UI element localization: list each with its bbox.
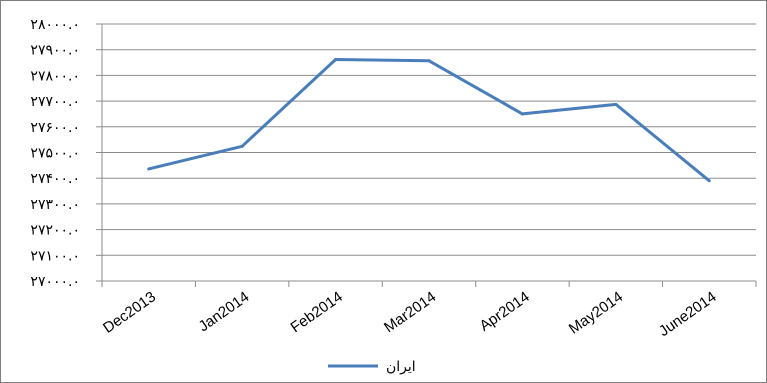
x-tick-label: Jan2014: [196, 288, 253, 335]
data-point: [334, 57, 338, 61]
legend: ایران: [328, 359, 416, 375]
legend-label: ایران: [386, 359, 416, 375]
x-tick-label: June2014: [656, 288, 720, 340]
x-tick-label: Mar2014: [381, 288, 439, 336]
y-tick-label: ۲۷۹۰۰.۰: [30, 43, 80, 59]
x-tick-label: May2014: [566, 288, 626, 337]
y-tick-label: ۲۷۵۰۰.۰: [30, 146, 80, 162]
data-point: [520, 112, 524, 116]
y-tick-label: ۲۸۰۰۰.۰: [30, 17, 80, 33]
data-point: [707, 179, 711, 183]
series-line: [148, 58, 711, 182]
series-lines: [147, 57, 711, 183]
x-axis-tick-labels: Dec2013 Jan2014 Feb2014 Mar2014 Apr2014 May20…: [100, 288, 720, 340]
data-point: [240, 144, 244, 148]
data-point: [427, 59, 431, 63]
y-tick-label: ۲۷۳۰۰.۰: [30, 197, 80, 213]
data-point: [147, 167, 151, 171]
y-tick-label: ۲۷۸۰۰.۰: [30, 68, 80, 84]
y-tick-label: ۲۷۱۰۰.۰: [30, 248, 80, 264]
y-tick-label: ۲۷۶۰۰.۰: [30, 120, 80, 136]
axes: [96, 23, 757, 287]
x-tick-label: Feb2014: [288, 288, 346, 336]
y-axis-tick-labels: ۲۷۰۰۰.۰ ۲۷۱۰۰.۰ ۲۷۲۰۰.۰ ۲۷۳۰۰.۰ ۲۷۴۰۰.۰ ۲۷۵۰۰…: [30, 17, 80, 290]
x-tick-label: Apr2014: [477, 288, 533, 334]
y-tick-label: ۲۷۴۰۰.۰: [30, 171, 80, 187]
x-tick-label: Dec2013: [100, 288, 159, 336]
y-tick-label: ۲۷۲۰۰.۰: [30, 223, 80, 239]
y-tick-label: ۲۷۷۰۰.۰: [30, 94, 80, 110]
data-point: [614, 102, 618, 106]
y-tick-label: ۲۷۰۰۰.۰: [30, 274, 80, 290]
